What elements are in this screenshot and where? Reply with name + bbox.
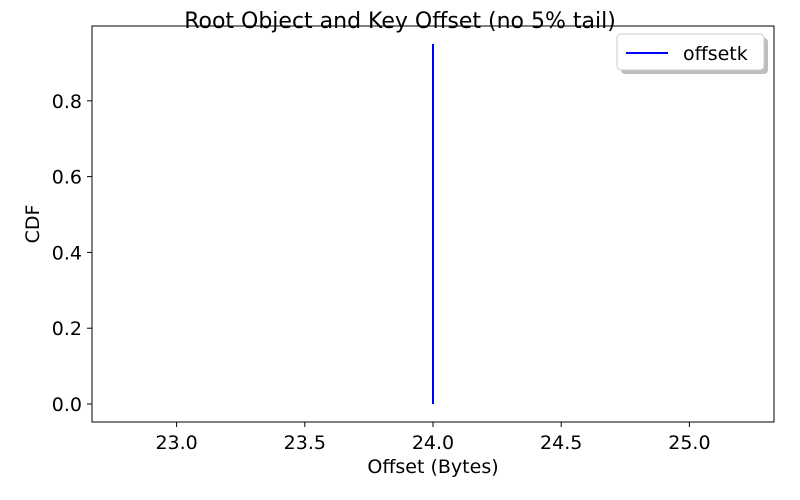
x-tick-label: 23.5 [284,432,326,454]
x-tick-label: 23.0 [155,432,197,454]
x-axis-ticks: 23.0 23.5 24.0 24.5 25.0 [155,422,711,454]
legend-label-offsetk: offsetk [683,43,748,65]
x-tick-label: 24.0 [412,432,454,454]
y-tick-label: 0.0 [52,394,82,416]
y-tick-label: 0.2 [52,318,82,340]
legend: offsetk [616,33,768,74]
x-tick-label: 25.0 [668,432,710,454]
y-axis-label: CDF [22,205,44,244]
legend-box [616,33,765,71]
y-axis-ticks: 0.0 0.2 0.4 0.6 0.8 [52,91,92,416]
y-tick-label: 0.6 [52,167,82,189]
chart-title: Root Object and Key Offset (no 5% tail) [184,9,616,34]
y-tick-label: 0.4 [52,242,82,264]
x-axis-label: Offset (Bytes) [367,456,498,478]
y-tick-label: 0.8 [52,91,82,113]
x-tick-label: 24.5 [540,432,582,454]
